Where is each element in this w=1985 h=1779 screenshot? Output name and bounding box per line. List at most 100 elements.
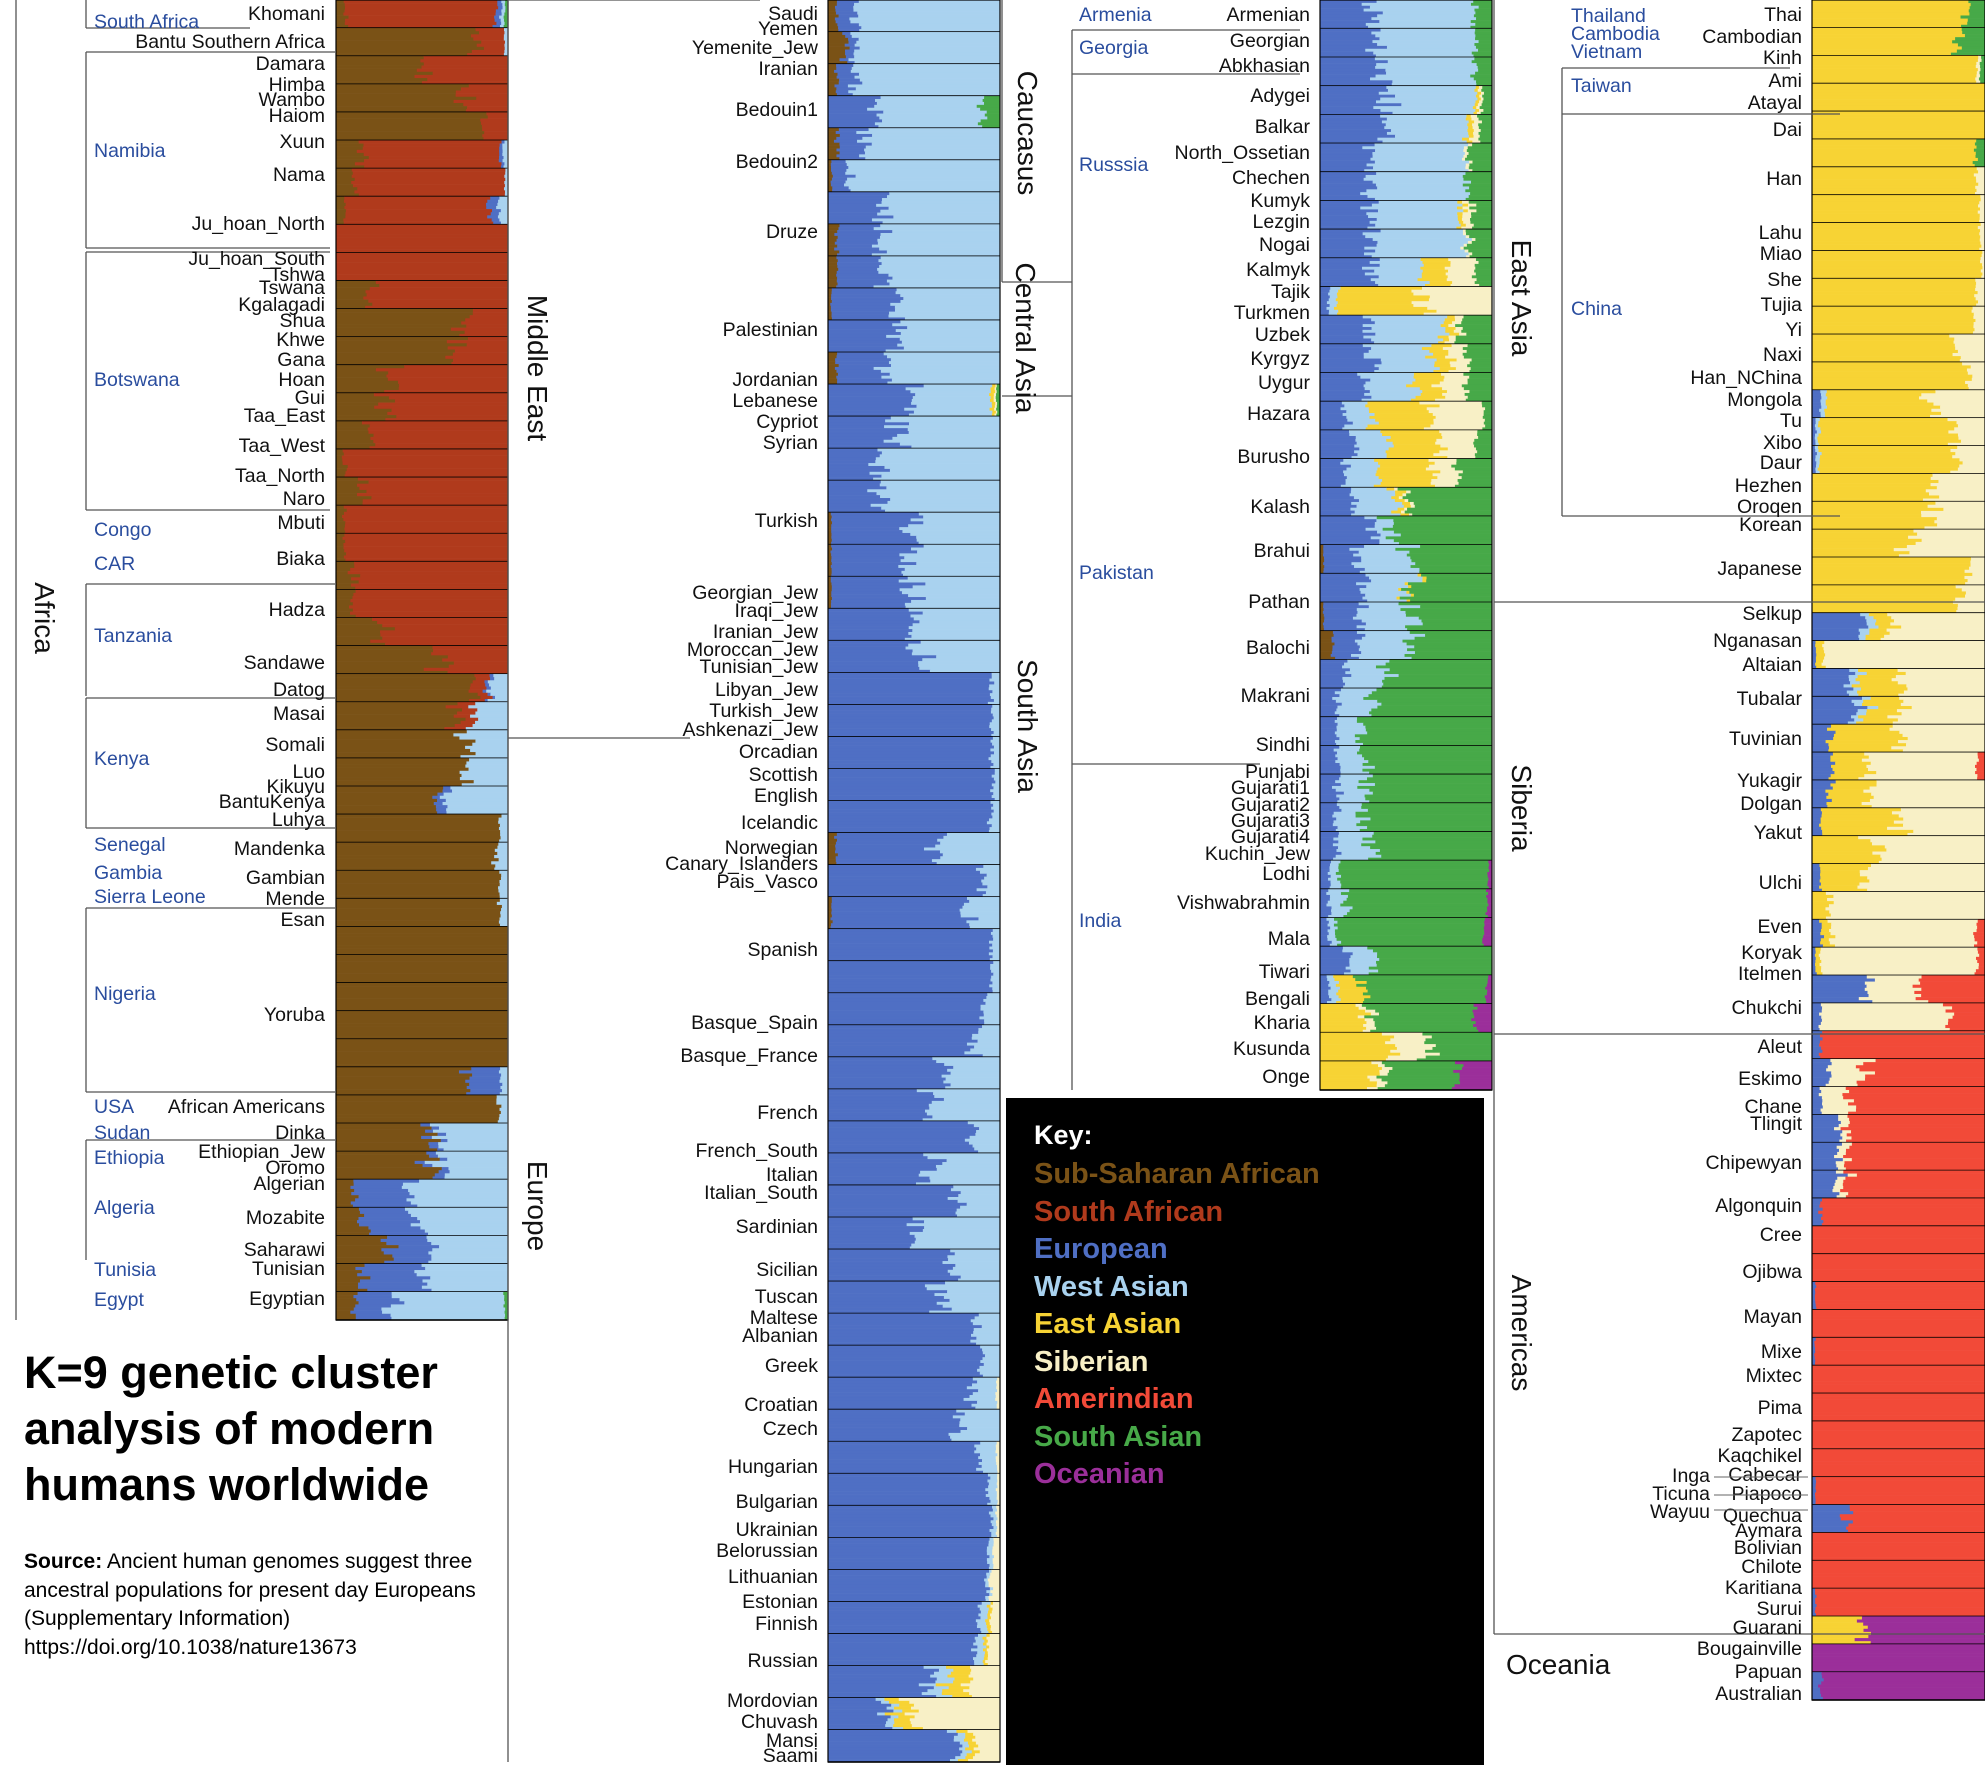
admixture-segment bbox=[1484, 923, 1493, 927]
admixture-segment bbox=[936, 1301, 1001, 1306]
admixture-segment bbox=[1339, 797, 1366, 801]
admixture-segment bbox=[990, 754, 1001, 758]
admixture-segment bbox=[502, 152, 509, 157]
admixture-segment bbox=[828, 218, 873, 222]
admixture-segment bbox=[991, 812, 1001, 816]
admixture-segment bbox=[1812, 585, 1957, 589]
admixture-segment bbox=[1343, 791, 1374, 795]
admixture-segment bbox=[836, 66, 853, 71]
admixture-segment bbox=[336, 255, 509, 260]
admixture-segment bbox=[1464, 152, 1469, 156]
admixture-segment bbox=[972, 1377, 998, 1381]
admixture-segment bbox=[828, 859, 837, 863]
admixture-segment bbox=[868, 463, 1001, 467]
admixture-segment bbox=[828, 323, 893, 327]
admixture-segment bbox=[350, 611, 509, 616]
admixture-segment bbox=[499, 1114, 509, 1118]
admixture-segment bbox=[1968, 387, 1985, 391]
admixture-segment bbox=[1865, 637, 1882, 642]
admixture-segment bbox=[1320, 633, 1334, 638]
admixture-segment bbox=[828, 524, 832, 528]
admixture-segment bbox=[421, 1135, 433, 1140]
admixture-segment bbox=[387, 1235, 427, 1240]
admixture-segment bbox=[504, 1298, 509, 1302]
admixture-segment bbox=[336, 858, 500, 862]
admixture-segment bbox=[475, 739, 509, 743]
admixture-segment bbox=[956, 1208, 1001, 1212]
admixture-segment bbox=[1320, 384, 1365, 388]
admixture-segment bbox=[357, 1273, 418, 1277]
population-bar-japanese bbox=[1812, 585, 1985, 614]
admixture-segment bbox=[1976, 145, 1985, 149]
admixture-segment bbox=[350, 599, 509, 603]
admixture-segment bbox=[995, 1531, 1001, 1536]
admixture-segment bbox=[1948, 430, 1985, 434]
admixture-segment bbox=[1812, 18, 1969, 22]
admixture-segment bbox=[908, 626, 1001, 630]
admixture-segment bbox=[935, 844, 1001, 848]
admixture-segment bbox=[1812, 659, 1817, 663]
admixture-segment bbox=[828, 1330, 974, 1335]
admixture-segment bbox=[828, 556, 832, 560]
admixture-segment bbox=[1392, 111, 1474, 116]
admixture-segment bbox=[948, 1686, 970, 1690]
admixture-segment bbox=[975, 1132, 1001, 1137]
admixture-segment bbox=[858, 72, 1001, 77]
admixture-segment bbox=[336, 196, 345, 201]
column-frame bbox=[827, 0, 1001, 1763]
admixture-segment bbox=[448, 1167, 509, 1171]
admixture-segment bbox=[1392, 1067, 1463, 1071]
admixture-segment bbox=[828, 1695, 937, 1699]
population-bar-chuvash bbox=[828, 1665, 1001, 1699]
admixture-segment bbox=[828, 1523, 993, 1527]
admixture-segment bbox=[877, 241, 1001, 245]
admixture-segment bbox=[503, 34, 509, 38]
admixture-segment bbox=[1475, 238, 1493, 242]
admixture-segment bbox=[1335, 828, 1361, 833]
admixture-segment bbox=[486, 205, 497, 210]
admixture-segment bbox=[897, 433, 1001, 438]
admixture-segment bbox=[837, 235, 881, 240]
admixture-segment bbox=[336, 989, 509, 993]
admixture-segment bbox=[1471, 117, 1479, 121]
admixture-segment bbox=[1959, 359, 1985, 363]
admixture-segment bbox=[1328, 309, 1339, 313]
admixture-segment bbox=[854, 55, 1001, 59]
admixture-segment bbox=[1425, 633, 1493, 638]
admixture-segment bbox=[993, 777, 1001, 781]
admixture-segment bbox=[865, 157, 1001, 161]
admixture-segment bbox=[465, 109, 509, 113]
admixture-segment bbox=[828, 993, 988, 997]
admixture-segment bbox=[828, 780, 996, 784]
admixture-segment bbox=[1337, 926, 1485, 930]
admixture-segment bbox=[828, 55, 847, 59]
admixture-segment bbox=[990, 696, 1001, 700]
admixture-segment bbox=[1327, 872, 1337, 876]
admixture-segment bbox=[1478, 40, 1493, 44]
admixture-segment bbox=[1374, 524, 1394, 529]
admixture-segment bbox=[1335, 760, 1369, 764]
admixture-segment bbox=[1410, 556, 1493, 560]
admixture-segment bbox=[1445, 327, 1456, 331]
admixture-segment bbox=[850, 32, 1001, 36]
admixture-segment bbox=[1386, 45, 1477, 50]
admixture-segment bbox=[336, 633, 381, 637]
admixture-segment bbox=[1376, 1081, 1388, 1085]
admixture-segment bbox=[899, 337, 1001, 342]
admixture-segment bbox=[828, 1164, 937, 1169]
admixture-segment bbox=[1857, 709, 1868, 713]
admixture-segment bbox=[1929, 492, 1985, 496]
admixture-segment bbox=[1320, 367, 1380, 371]
admixture-segment bbox=[828, 929, 994, 933]
admixture-segment bbox=[828, 477, 874, 481]
admixture-segment bbox=[1812, 374, 1973, 379]
admixture-segment bbox=[1444, 318, 1456, 322]
admixture-segment bbox=[1336, 725, 1366, 729]
admixture-segment bbox=[837, 265, 880, 269]
admixture-segment bbox=[394, 627, 509, 631]
admixture-segment bbox=[977, 1651, 986, 1655]
admixture-segment bbox=[993, 745, 1001, 749]
admixture-segment bbox=[1820, 411, 1826, 416]
admixture-segment bbox=[1320, 1046, 1398, 1051]
admixture-segment bbox=[1362, 232, 1464, 236]
